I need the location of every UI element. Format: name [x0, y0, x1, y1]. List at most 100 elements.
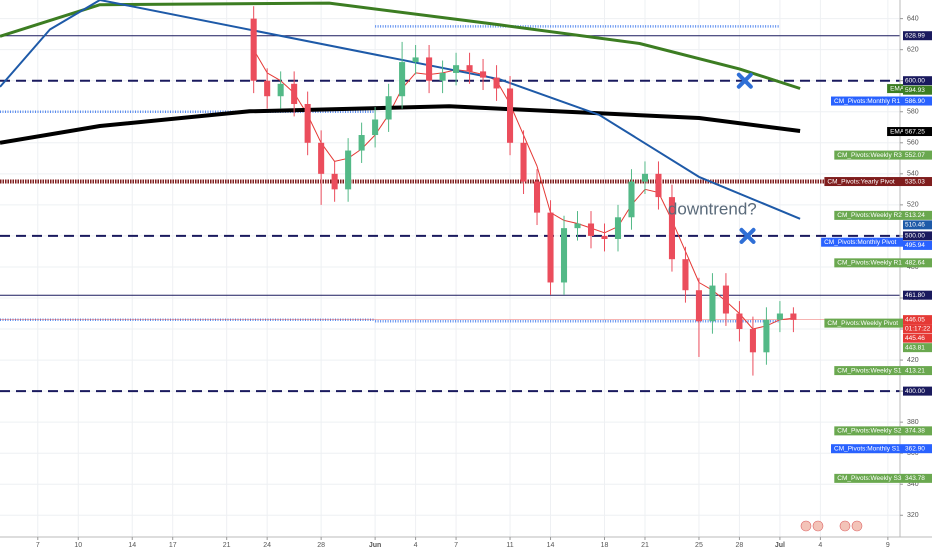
- x-tick-label: 25: [695, 542, 703, 549]
- x-tick-label: 28: [736, 542, 744, 549]
- y-tick-label: 520: [907, 202, 919, 209]
- x-tick-label: 17: [169, 542, 177, 549]
- candle-body: [264, 80, 271, 97]
- price-badge-label: 600.00: [905, 77, 925, 84]
- plot-area: downtrend?: [0, 0, 900, 393]
- tag-name: CM_Pivots:Weekly R3: [837, 152, 902, 159]
- x-tick-label: 10: [74, 542, 82, 549]
- candle-body: [453, 65, 460, 73]
- price-badge-label: 446.05: [905, 316, 925, 323]
- tag-box: [831, 96, 903, 106]
- price-badge: [903, 240, 932, 250]
- candle-body: [682, 259, 689, 291]
- price-badge-label: 500.00: [905, 233, 925, 240]
- x-tick-label: Jul: [775, 542, 785, 549]
- tag-name: CM_Pivots:Weekly S3: [837, 475, 902, 482]
- x-tick-label: 14: [128, 542, 136, 549]
- candle-body: [709, 285, 716, 322]
- candle-body: [304, 103, 311, 143]
- tag-box: [834, 258, 903, 268]
- candle-body: [763, 319, 770, 353]
- price-badge: [903, 444, 932, 454]
- x-tick-label: 4: [818, 542, 822, 549]
- tag-box: [887, 84, 903, 94]
- price-badge: [903, 473, 932, 483]
- candle-body: [439, 72, 446, 81]
- candle-body: [493, 77, 500, 89]
- price-badge: [903, 96, 932, 106]
- x-tick-label: 14: [547, 542, 555, 549]
- tag-box: [834, 366, 903, 376]
- pivot-tag: CM_Pivots:Weekly R1: [834, 258, 903, 268]
- x-tick-label: 7: [36, 542, 40, 549]
- pivot-tag: CM_Pivots:Weekly Pivot: [824, 318, 903, 328]
- tag-name: CM_Pivots:Monthly S1: [834, 445, 900, 452]
- candle-body: [574, 223, 581, 229]
- tag-name: CM_Pivots:Weekly S2: [837, 428, 902, 435]
- candle-body: [318, 142, 325, 174]
- candle-body: [601, 235, 608, 240]
- candle-body: [399, 62, 406, 97]
- tag-box: [824, 318, 903, 328]
- price-badge-label: 510.46: [905, 222, 925, 229]
- candle-body: [736, 313, 743, 330]
- candle-body: [358, 135, 365, 151]
- x-tick-label: 21: [223, 542, 231, 549]
- tag-name: EMA: [890, 128, 905, 135]
- tag-name: CM_Pivots:Weekly Pivot: [827, 320, 898, 327]
- tag-box: [887, 127, 903, 137]
- candle-body: [345, 150, 352, 190]
- price-badge-label: 374.38: [905, 428, 925, 435]
- price-badge-label: 362.90: [905, 445, 925, 452]
- candle-body: [628, 181, 635, 218]
- price-badge: [903, 290, 932, 300]
- candle-body: [466, 65, 473, 72]
- x-tick-label: 9: [886, 542, 890, 549]
- candle-body: [507, 88, 514, 143]
- price-badge-label: 495.94: [905, 242, 925, 249]
- candle-body: [776, 313, 783, 320]
- price-badge-label: 443.81: [905, 344, 925, 351]
- tag-box: [834, 150, 903, 160]
- candle-body: [655, 173, 662, 198]
- pivot-tag: CM_Pivots:Monthly Pivot: [821, 237, 903, 247]
- tag-name: CM_Pivots:Monthly Pivot: [824, 239, 896, 246]
- candle-body: [291, 83, 298, 104]
- price-badge: [903, 127, 932, 137]
- price-badge: [903, 231, 932, 241]
- pivot-tag: CM_Pivots:Weekly S1: [834, 366, 903, 376]
- pivot-tag: CM_Pivots:Monthly R1: [831, 96, 903, 106]
- x-marker: [736, 72, 753, 89]
- candle-body: [749, 329, 756, 353]
- price-badge: [903, 343, 932, 353]
- price-badge: [903, 426, 932, 436]
- candle-body: [587, 223, 595, 236]
- indicator-line: [0, 104, 801, 145]
- tag-name: CM_Pivots:Weekly S1: [837, 367, 902, 374]
- candle-body: [277, 83, 284, 97]
- price-badge: [903, 210, 932, 220]
- y-tick-label: 360: [907, 450, 919, 457]
- y-tick-label: 320: [907, 512, 919, 519]
- price-badge: [903, 177, 932, 187]
- pivot-tag: CM_Pivots:Weekly S2: [834, 426, 903, 436]
- candle-body: [426, 57, 433, 81]
- price-badge-label: 343.78: [905, 475, 925, 482]
- candle-body: [412, 57, 419, 63]
- grid: [0, 0, 900, 537]
- candle-body: [560, 228, 568, 283]
- price-badge: [903, 85, 932, 95]
- price-badge: [903, 31, 932, 41]
- tag-name: CM_Pivots:Yearly Pivot: [827, 178, 895, 185]
- price-badge-label: 535.03: [905, 178, 925, 185]
- price-badge-label: 594.93: [905, 87, 925, 94]
- tag-box: [831, 444, 903, 454]
- price-badge-label: 628.99: [905, 32, 925, 39]
- tag-box: [824, 177, 903, 187]
- y-tick-label: 340: [907, 481, 919, 488]
- tag-box: [834, 473, 903, 483]
- x-tick-label: 21: [641, 542, 649, 549]
